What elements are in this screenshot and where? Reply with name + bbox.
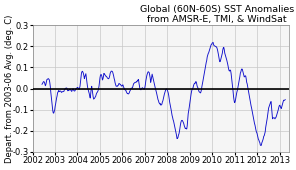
Title: Global (60N-60S) SST Anomalies
from AMSR-E, TMI, & WindSat: Global (60N-60S) SST Anomalies from AMSR… [140, 5, 294, 24]
Y-axis label: Depart. from 2003-06 Avg. (deg. C): Depart. from 2003-06 Avg. (deg. C) [5, 14, 14, 163]
